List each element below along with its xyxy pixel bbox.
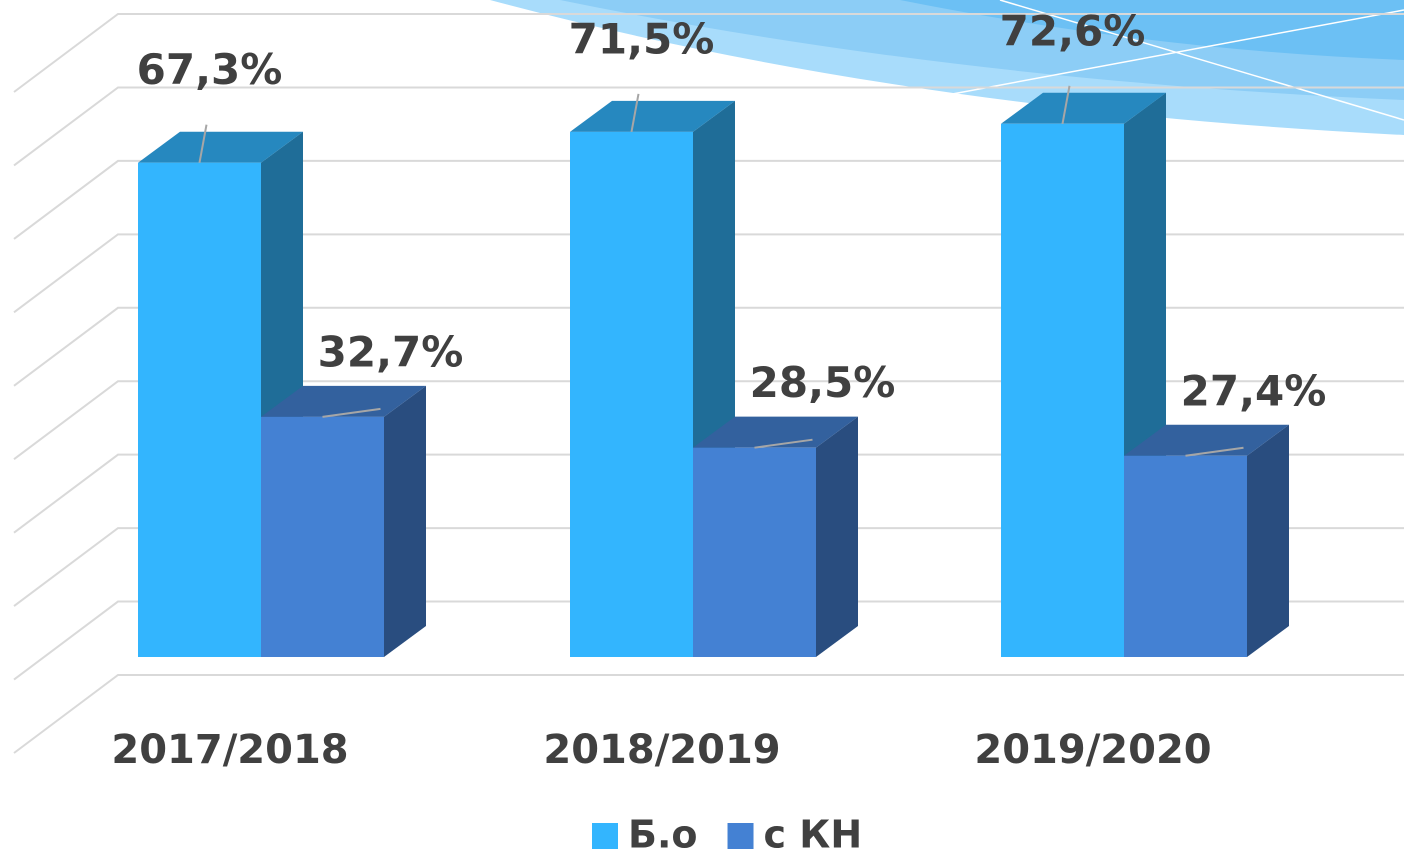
leader-line	[630, 93, 640, 133]
leader-line	[322, 407, 381, 418]
bar-top	[138, 131, 303, 163]
leader-line	[1061, 85, 1071, 124]
grid-line	[13, 674, 1404, 754]
data-label: 72,6%	[1000, 6, 1146, 55]
data-label: 27,4%	[1181, 366, 1327, 415]
bar-top	[570, 100, 735, 132]
bar-side	[816, 416, 858, 657]
bar	[1124, 455, 1247, 657]
legend-label: с КН	[764, 813, 863, 855]
leader-line	[198, 124, 208, 163]
bar-top	[1001, 92, 1166, 124]
bar	[570, 131, 693, 658]
leader-line	[1185, 446, 1244, 457]
x-tick-label: 2018/2019	[543, 727, 780, 773]
bar-side	[1247, 424, 1289, 657]
bar	[1001, 123, 1124, 657]
grid-line	[13, 453, 1404, 534]
grid-line	[13, 306, 1404, 387]
x-tick-label: 2019/2020	[974, 727, 1211, 773]
grid-line	[13, 86, 1404, 167]
legend-label: Б.о	[628, 813, 698, 855]
bar-top	[693, 416, 858, 448]
bar-side	[384, 385, 426, 657]
bar	[261, 416, 384, 657]
bar	[693, 447, 816, 657]
bar	[138, 162, 261, 658]
x-tick-label: 2017/2018	[111, 727, 348, 773]
bar-top	[261, 385, 426, 417]
data-label: 67,3%	[137, 45, 283, 94]
legend-swatch	[592, 823, 618, 849]
grid-line	[13, 600, 1404, 681]
grid-line	[13, 380, 1404, 461]
data-label: 28,5%	[750, 358, 896, 407]
leader-line	[754, 438, 813, 449]
data-label: 71,5%	[569, 14, 715, 63]
bar-top	[1124, 424, 1289, 456]
grid-line	[13, 159, 1404, 240]
grid-line	[13, 527, 1404, 607]
data-label: 32,7%	[318, 327, 464, 376]
legend-swatch	[727, 823, 754, 849]
grid-line	[13, 13, 1404, 93]
grid-line	[13, 233, 1404, 314]
